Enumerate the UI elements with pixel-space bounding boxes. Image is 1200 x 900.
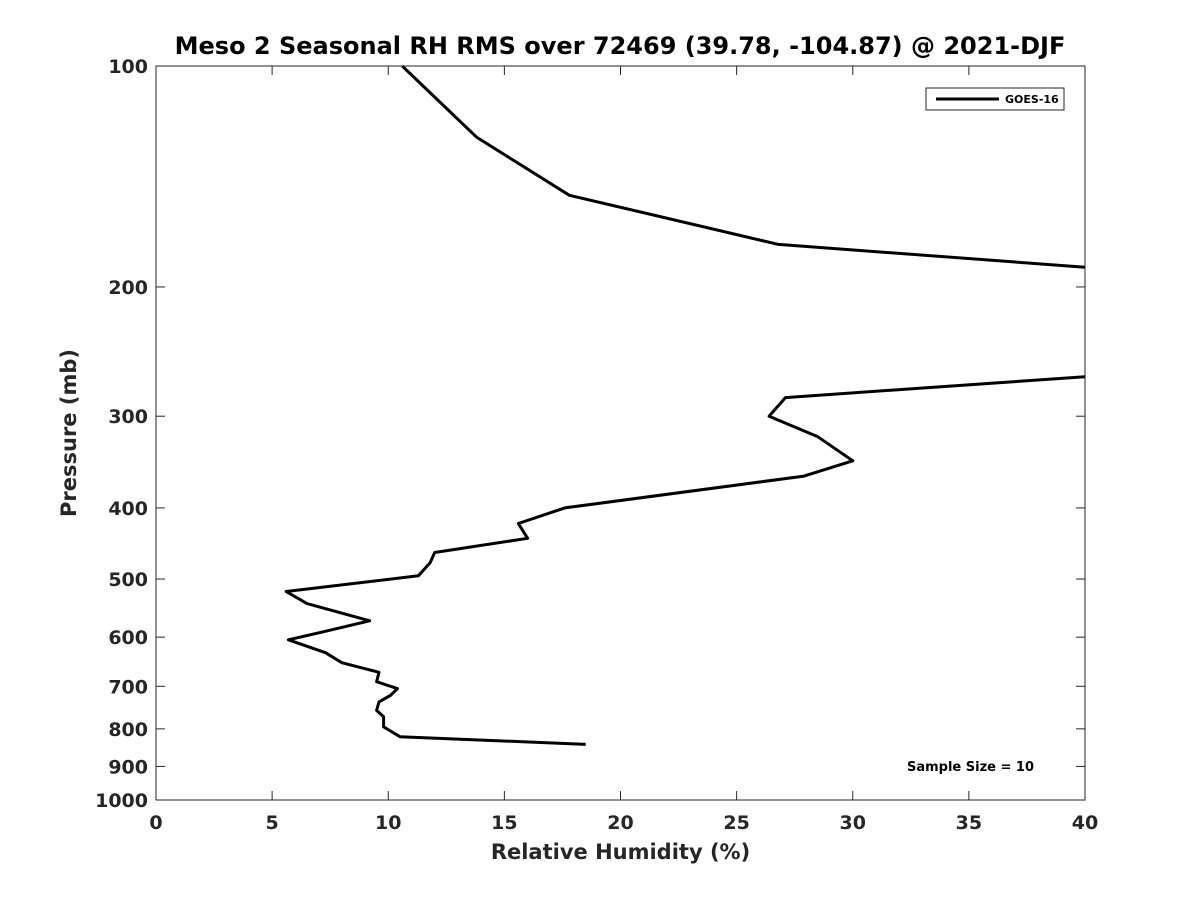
- x-tick-label: 20: [607, 812, 633, 834]
- series-layer: [284, 64, 1086, 746]
- x-tick-label: 35: [956, 812, 982, 834]
- series-line-goes-16-segment-2: [284, 375, 1086, 746]
- y-tick-label: 200: [108, 277, 148, 299]
- x-tick-label: 25: [723, 812, 749, 834]
- x-tick-label: 10: [375, 812, 401, 834]
- plot-frame: [155, 65, 1086, 801]
- x-tick-label: 5: [266, 812, 279, 834]
- legend-label-goes-16: GOES-16: [1005, 93, 1059, 106]
- y-tick-label: 400: [108, 498, 148, 520]
- y-tick-label: 500: [108, 569, 148, 591]
- series-line-goes-16-segment-1: [401, 64, 1086, 269]
- y-tick-label: 100: [108, 56, 148, 78]
- legend: GOES-16: [925, 87, 1065, 111]
- y-axis-ticks: 100 200 300 400 500 600 700 800 900 1000: [95, 56, 1085, 812]
- chart-title: Meso 2 Seasonal RH RMS over 72469 (39.78…: [175, 32, 1066, 60]
- y-axis-label: Pressure (mb): [57, 349, 81, 517]
- x-axis-ticks: 0 5 10 15 20 25 30 35 40: [149, 66, 1098, 834]
- sample-size-annotation: Sample Size = 10: [907, 760, 1034, 775]
- x-tick-label: 15: [491, 812, 517, 834]
- x-axis-label: Relative Humidity (%): [491, 840, 750, 864]
- y-tick-label: 900: [108, 756, 148, 778]
- x-tick-label: 30: [840, 812, 866, 834]
- y-tick-label: 1000: [95, 790, 148, 812]
- y-tick-label: 600: [108, 627, 148, 649]
- y-tick-label: 800: [108, 719, 148, 741]
- x-tick-label: 40: [1072, 812, 1098, 834]
- x-tick-label: 0: [149, 812, 162, 834]
- y-tick-label: 700: [108, 676, 148, 698]
- y-tick-label: 300: [108, 406, 148, 428]
